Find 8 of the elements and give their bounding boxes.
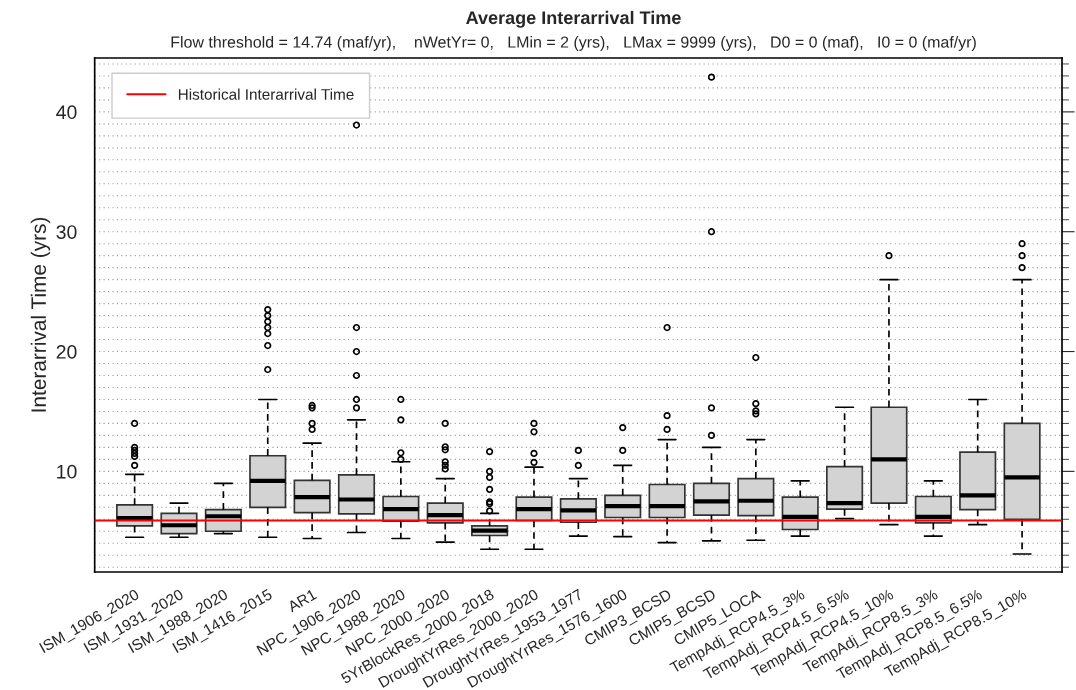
legend-label: Historical Interarrival Time xyxy=(178,88,354,100)
y-axis-title: Interarrival Time (yrs) xyxy=(30,217,51,412)
chart-title: Average Interarrival Time xyxy=(466,10,681,28)
chart-subtitle: Flow threshold = 14.74 (maf/yr), nWetYr= 0, LMin = 2 (yrs), LMax = 9999 (yrs), D0 = 0 (maf), I0 = 0 (maf/yr) xyxy=(171,36,976,51)
y-tick-label: 40 xyxy=(56,105,77,120)
y-tick-label: 30 xyxy=(56,225,77,239)
y-tick-label: 20 xyxy=(56,345,77,359)
y-tick-label: 10 xyxy=(57,464,77,479)
